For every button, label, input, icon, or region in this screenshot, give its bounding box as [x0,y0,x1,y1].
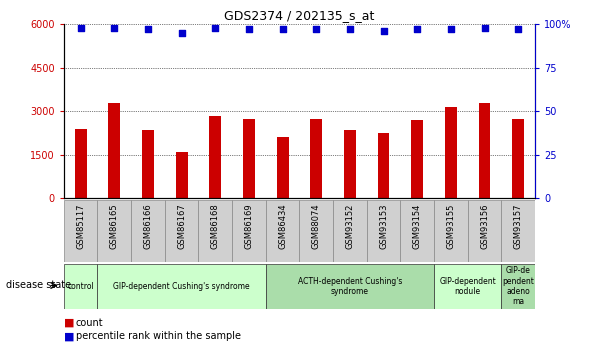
Bar [445,107,457,198]
Text: GSM86169: GSM86169 [244,203,254,249]
Bar [299,200,333,262]
Bar [97,264,266,309]
Bar [344,130,356,198]
Text: GSM88074: GSM88074 [312,203,321,249]
Bar [378,133,390,198]
Point [412,27,422,32]
Text: control: control [67,282,94,291]
Text: GSM93152: GSM93152 [345,203,354,249]
Bar [333,200,367,262]
Bar [165,200,198,262]
Bar [468,200,502,262]
Point [379,28,389,34]
Bar [64,200,97,262]
Point [143,27,153,32]
Bar [310,119,322,198]
Text: GSM86434: GSM86434 [278,203,287,249]
Text: ACTH-dependent Cushing's
syndrome: ACTH-dependent Cushing's syndrome [298,277,402,296]
Text: GIP-de
pendent
adeno
ma: GIP-de pendent adeno ma [502,266,534,306]
Title: GDS2374 / 202135_s_at: GDS2374 / 202135_s_at [224,9,375,22]
Bar [266,264,434,309]
Point [480,25,489,30]
Text: GSM93155: GSM93155 [446,203,455,249]
Bar [434,200,468,262]
Text: GIP-dependent Cushing's syndrome: GIP-dependent Cushing's syndrome [113,282,250,291]
Bar [277,137,289,198]
Text: ■: ■ [64,332,74,341]
Text: GSM93156: GSM93156 [480,203,489,249]
Text: GSM85117: GSM85117 [76,203,85,249]
Bar [64,264,97,309]
Bar [131,200,165,262]
Text: GSM86165: GSM86165 [110,203,119,249]
Point [244,27,254,32]
Point [177,30,187,36]
Bar [502,264,535,309]
Point [345,27,355,32]
Bar [401,200,434,262]
Text: percentile rank within the sample: percentile rank within the sample [76,332,241,341]
Bar [434,264,502,309]
Bar [266,200,299,262]
Bar [142,130,154,198]
Bar [478,102,491,198]
Bar [502,200,535,262]
Text: disease state: disease state [6,280,71,290]
Point [210,25,220,30]
Text: GSM93157: GSM93157 [514,203,523,249]
Bar [176,152,187,198]
Bar [412,120,423,198]
Point [446,27,456,32]
Text: GSM93153: GSM93153 [379,203,388,249]
Bar [232,200,266,262]
Bar [198,200,232,262]
Point [76,25,86,30]
Bar [513,119,524,198]
Bar [367,200,401,262]
Text: GSM86168: GSM86168 [211,203,220,249]
Point [311,27,321,32]
Text: GSM86167: GSM86167 [177,203,186,249]
Text: ■: ■ [64,318,74,327]
Bar [97,200,131,262]
Point [278,27,288,32]
Bar [243,119,255,198]
Text: GSM86166: GSM86166 [143,203,153,249]
Text: GIP-dependent
nodule: GIP-dependent nodule [440,277,496,296]
Point [513,27,523,32]
Point [109,25,119,30]
Text: count: count [76,318,103,327]
Bar [209,116,221,198]
Bar [75,129,86,198]
Bar [108,102,120,198]
Text: GSM93154: GSM93154 [413,203,422,249]
